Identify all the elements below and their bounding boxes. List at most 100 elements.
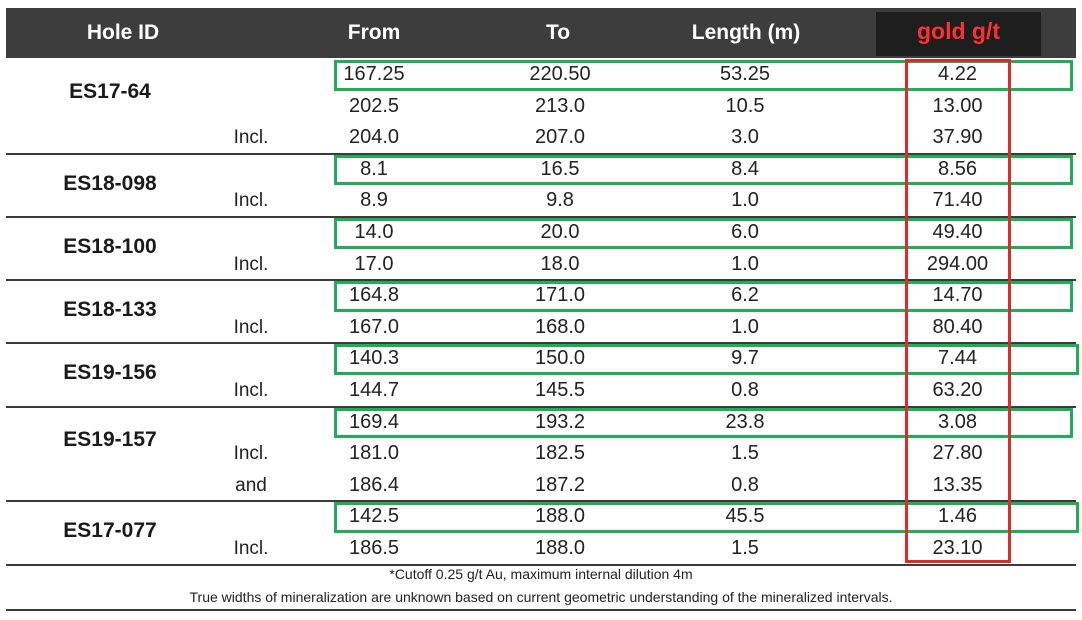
cell-length: 9.7	[731, 347, 759, 370]
cell-gold: 14.70	[932, 284, 983, 307]
interval-highlight	[334, 344, 1079, 375]
header-to: To	[545, 21, 571, 44]
cell-from: 186.4	[348, 473, 400, 496]
cell-to: 145.5	[534, 379, 586, 401]
cell-from: 186.5	[348, 537, 400, 559]
cell-to: 9.8	[546, 189, 574, 212]
cell-gold: 49.40	[932, 221, 983, 243]
cell-length: 10.5	[725, 94, 765, 117]
cell-length: 1.5	[731, 537, 759, 559]
cell-gold: 4.22	[938, 63, 977, 85]
cell-gold: 294.00	[926, 252, 989, 275]
row-qualifier	[212, 501, 290, 533]
cell-length: 3.0	[731, 126, 759, 149]
cell-length: 6.0	[731, 221, 759, 243]
interval-highlight	[334, 407, 1073, 439]
row-qualifier: Incl.	[233, 253, 269, 275]
cell-length: 23.8	[725, 410, 765, 433]
cell-to: 182.5	[534, 442, 586, 465]
cell-from: 167.0	[348, 315, 400, 338]
cell-gold: 7.44	[938, 347, 977, 370]
hole-id: ES19-156	[63, 361, 157, 385]
cell-from: 181.0	[348, 442, 400, 465]
cell-to: 188.0	[534, 537, 586, 559]
interval-highlight	[334, 502, 1079, 533]
group-divider	[6, 342, 1076, 345]
cell-from: 14.0	[354, 221, 394, 243]
cell-gold: 71.40	[932, 189, 983, 212]
row-qualifier	[212, 59, 290, 91]
hole-id: ES18-098	[63, 171, 157, 195]
hole-id: ES17-077	[63, 519, 157, 543]
row-qualifier: Incl.	[233, 127, 269, 149]
row-qualifier: and	[235, 474, 267, 496]
row-qualifier: Incl.	[233, 380, 269, 401]
row-qualifier: Incl.	[233, 316, 269, 338]
cell-gold: 23.10	[932, 537, 983, 559]
group-divider	[6, 216, 1076, 218]
footnote-cutoff: *Cutoff 0.25 g/t Au, maximum internal di…	[389, 566, 693, 582]
cell-gold: 63.20	[932, 379, 983, 401]
cell-length: 1.0	[731, 252, 759, 275]
gold-column-highlight	[905, 59, 1011, 563]
interval-highlight	[334, 154, 1073, 186]
hole-id: ES18-100	[63, 234, 157, 258]
row-qualifier	[212, 217, 290, 249]
cell-to: 171.0	[534, 284, 586, 307]
cell-from: 202.5	[348, 94, 400, 117]
cell-from: 8.9	[360, 189, 388, 212]
cell-length: 8.4	[731, 157, 759, 180]
cell-from: 140.3	[348, 347, 400, 370]
cell-gold: 8.56	[938, 157, 977, 180]
group-divider	[6, 279, 1076, 282]
cell-length: 1.0	[731, 189, 759, 212]
cell-length: 45.5	[725, 505, 765, 528]
row-qualifier: Incl.	[233, 443, 269, 465]
interval-highlight	[334, 60, 1073, 91]
cell-to: 16.5	[540, 157, 580, 180]
gold-header-background	[876, 12, 1041, 56]
header-from: From	[347, 21, 401, 44]
cell-gold: 3.08	[938, 410, 977, 433]
cell-from: 144.7	[348, 379, 400, 401]
cell-gold: 27.80	[932, 442, 983, 465]
cell-length: 1.0	[731, 315, 759, 338]
header-length: Length (m)	[691, 21, 801, 44]
cell-from: 17.0	[354, 252, 394, 275]
cell-from: 167.25	[343, 63, 405, 85]
row-qualifier	[212, 154, 290, 186]
cell-to: 188.0	[534, 505, 586, 528]
cell-length: 1.5	[731, 442, 759, 465]
group-divider	[6, 405, 1076, 408]
cell-to: 220.50	[529, 63, 591, 85]
cell-from: 142.5	[348, 505, 400, 528]
group-divider	[6, 152, 1076, 155]
interval-highlight	[334, 281, 1073, 312]
cell-length: 0.8	[731, 473, 759, 496]
row-qualifier	[212, 343, 290, 375]
cell-gold: 13.00	[932, 94, 983, 117]
cell-length: 53.25	[719, 63, 771, 85]
cell-gold: 1.46	[938, 505, 977, 528]
group-divider	[6, 500, 1076, 503]
bottom-divider	[6, 609, 1076, 611]
row-qualifier	[212, 91, 290, 123]
row-qualifier	[212, 280, 290, 312]
cell-length: 6.2	[731, 284, 759, 307]
cell-to: 20.0	[540, 221, 580, 243]
cell-from: 204.0	[348, 126, 400, 149]
cell-from: 164.8	[348, 284, 400, 307]
cell-gold: 80.40	[932, 315, 983, 338]
header-hole-id: Hole ID	[86, 21, 160, 44]
row-qualifier	[212, 407, 290, 439]
cell-to: 168.0	[534, 315, 586, 338]
hole-id: ES17-64	[69, 80, 151, 104]
footnote-true-widths: True widths of mineralization are unknow…	[189, 589, 893, 605]
cell-to: 193.2	[534, 410, 586, 433]
cell-to: 187.2	[534, 473, 586, 496]
cell-to: 213.0	[534, 94, 586, 117]
hole-id: ES18-133	[63, 298, 157, 321]
cell-from: 8.1	[360, 157, 388, 180]
cell-to: 150.0	[534, 347, 586, 370]
group-divider	[6, 563, 1076, 566]
